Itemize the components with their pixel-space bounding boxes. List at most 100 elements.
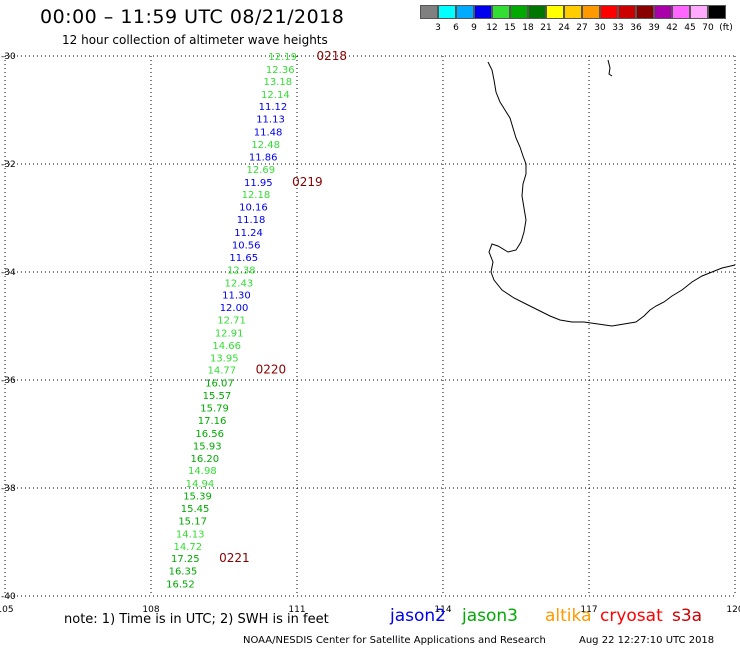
scale-label: 15	[504, 23, 516, 33]
scale-swatch	[582, 5, 600, 19]
scale-label: 9	[471, 23, 477, 33]
scale-label: 30	[594, 23, 606, 33]
wave-height-value: 14.66	[212, 341, 241, 352]
scale-swatch	[564, 5, 582, 19]
wave-height-value: 12.36	[266, 65, 295, 76]
wave-height-value: 11.24	[234, 228, 263, 239]
wave-height-value: 12.19	[268, 52, 297, 63]
lat-tick-label: -38	[1, 484, 16, 494]
scale-label: 70	[702, 23, 714, 33]
scale-swatch	[474, 5, 492, 19]
timestamp-text: Aug 22 12:27:10 UTC 2018	[579, 635, 715, 646]
scale-label: 42	[666, 23, 678, 33]
scale-swatch	[690, 5, 708, 19]
wave-height-value: 14.77	[208, 366, 237, 377]
scale-label: 6	[453, 23, 459, 33]
wave-height-value: 11.30	[222, 291, 251, 302]
scale-swatch	[672, 5, 690, 19]
scale-swatch	[456, 5, 474, 19]
wave-height-value: 12.48	[251, 140, 280, 151]
scale-label: 27	[576, 23, 588, 33]
footer-note: note: 1) Time is in UTC; 2) SWH is in fe…	[64, 612, 329, 627]
satellite-legend-item: jason2	[390, 606, 446, 626]
map-grid	[4, 55, 736, 597]
wave-height-value: 12.43	[225, 278, 254, 289]
wave-height-value: 13.95	[210, 353, 239, 364]
wave-height-value: 12.14	[261, 90, 290, 101]
lon-tick-label: 117	[580, 605, 597, 615]
scale-swatch	[492, 5, 510, 19]
wave-height-value: 12.69	[246, 165, 275, 176]
scale-swatch	[420, 5, 438, 19]
wave-height-value: 11.12	[259, 102, 288, 113]
wave-height-value: 15.45	[181, 504, 210, 515]
wave-height-value: 15.79	[200, 404, 229, 415]
wave-height-value: 16.56	[195, 429, 224, 440]
lat-tick-label: -40	[1, 592, 16, 602]
lat-tick-label: -36	[1, 376, 16, 386]
wave-height-value: 14.98	[188, 466, 217, 477]
wave-height-value: 15.93	[193, 441, 222, 452]
wave-height-value: 15.39	[183, 492, 212, 503]
scale-swatch	[528, 5, 546, 19]
credit-text: NOAA/NESDIS Center for Satellite Applica…	[243, 635, 546, 646]
time-labels: 0218 0219 0220 0221	[219, 49, 347, 565]
scale-label: 36	[630, 23, 642, 33]
wave-height-value: 10.16	[239, 203, 268, 214]
wave-height-value: 13.18	[263, 77, 292, 88]
lat-tick-label: -34	[1, 268, 16, 278]
scale-swatch	[546, 5, 564, 19]
page-subtitle: 12 hour collection of altimeter wave hei…	[62, 33, 328, 47]
scale-label: 45	[684, 23, 696, 33]
lat-tick-label: -30	[1, 52, 16, 62]
pass-time-label: 0218	[316, 49, 347, 63]
lon-tick-label: 108	[142, 605, 159, 615]
satellite-legend-item: altika	[545, 606, 592, 626]
coastline-west-australia	[487, 61, 736, 327]
wave-height-value: 17.16	[198, 416, 227, 427]
scale-label: 24	[558, 23, 570, 33]
wave-height-value: 14.13	[176, 529, 205, 540]
wave-height-value: 12.91	[215, 328, 244, 339]
scale-swatch	[654, 5, 672, 19]
scale-swatch	[618, 5, 636, 19]
scale-unit: (ft)	[719, 23, 733, 33]
scale-label: 39	[648, 23, 660, 33]
coastline-inland-fragment	[607, 59, 613, 77]
wave-height-value: 11.65	[229, 253, 258, 264]
longitude-axis: 105 108 111 114 117 120	[0, 605, 740, 615]
pass-time-label: 0220	[256, 363, 287, 377]
wave-height-value: 14.94	[186, 479, 215, 490]
scale-label: 3	[435, 23, 441, 33]
wave-height-value: 11.86	[249, 152, 278, 163]
lon-tick-label: 105	[0, 605, 14, 615]
wave-height-value: 11.13	[256, 115, 285, 126]
page-title: 00:00 – 11:59 UTC 08/21/2018	[40, 6, 345, 28]
scale-swatch	[636, 5, 654, 19]
scale-label: 12	[486, 23, 498, 33]
wave-height-value: 16.52	[166, 580, 195, 591]
wave-height-value: 11.18	[237, 215, 266, 226]
lat-tick-label: -32	[1, 160, 16, 170]
wave-height-value: 12.18	[242, 190, 271, 201]
wave-height-value: 10.56	[232, 240, 261, 251]
satellite-legend-item: jason3	[462, 606, 518, 626]
scale-swatch	[600, 5, 618, 19]
satellite-legend-item: cryosat	[600, 606, 663, 626]
scale-swatch	[708, 5, 726, 19]
wave-height-value: 15.57	[203, 391, 232, 402]
wave-height-value: 15.17	[178, 516, 207, 527]
scale-label: 33	[612, 23, 624, 33]
wave-height-value: 16.20	[190, 454, 219, 465]
wave-height-value: 14.72	[173, 542, 202, 553]
wave-height-value: 12.00	[220, 303, 249, 314]
scale-swatch	[438, 5, 456, 19]
wave-height-value: 11.95	[244, 178, 273, 189]
wave-height-value: 17.25	[171, 554, 200, 565]
lon-tick-label: 114	[434, 605, 451, 615]
wave-height-value: 16.07	[205, 379, 234, 390]
scale-label: 18	[522, 23, 534, 33]
latitude-axis: -30 -32 -34 -36 -38 -40	[1, 52, 16, 602]
